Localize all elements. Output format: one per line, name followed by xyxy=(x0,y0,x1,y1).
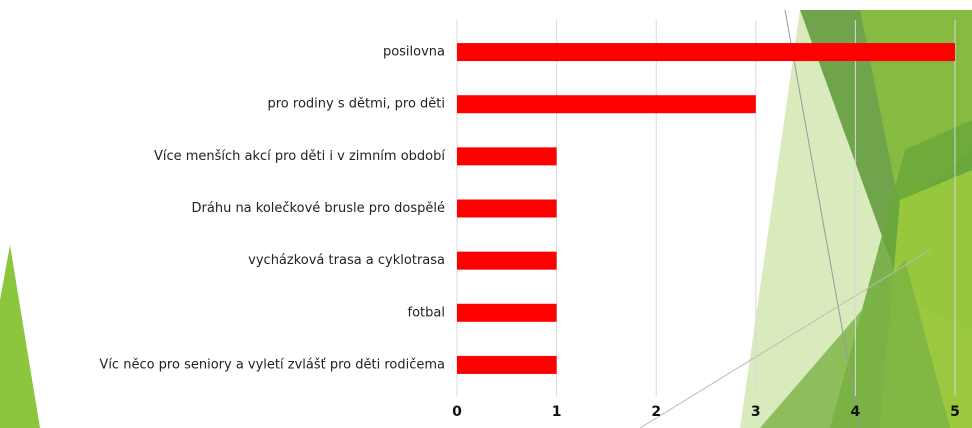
y-tick-label: Více menších akcí pro děti i v zimním ob… xyxy=(154,149,445,164)
x-tick-label: 0 xyxy=(452,404,462,420)
bar xyxy=(457,147,557,166)
x-tick-label: 1 xyxy=(552,404,562,420)
x-tick-label: 3 xyxy=(751,404,761,420)
bar xyxy=(457,43,955,62)
y-tick-label: pro rodiny s dětmi, pro děti xyxy=(268,97,446,112)
bar xyxy=(457,199,557,218)
y-tick-label: Víc něco pro seniory a vyletí zvlášť pro… xyxy=(99,357,445,372)
bar xyxy=(457,355,557,374)
y-tick-label: fotbal xyxy=(408,305,445,320)
bar xyxy=(457,95,756,114)
y-tick-label: vycházková trasa a cyklotrasa xyxy=(248,253,445,268)
x-tick-label: 4 xyxy=(851,404,861,420)
bar xyxy=(457,251,557,270)
y-tick-label: posilovna xyxy=(383,45,445,60)
x-tick-label: 2 xyxy=(651,404,661,420)
bar xyxy=(457,303,557,322)
x-tick-label: 5 xyxy=(950,404,960,420)
y-tick-label: Dráhu na kolečkové brusle pro dospělé xyxy=(192,201,445,216)
